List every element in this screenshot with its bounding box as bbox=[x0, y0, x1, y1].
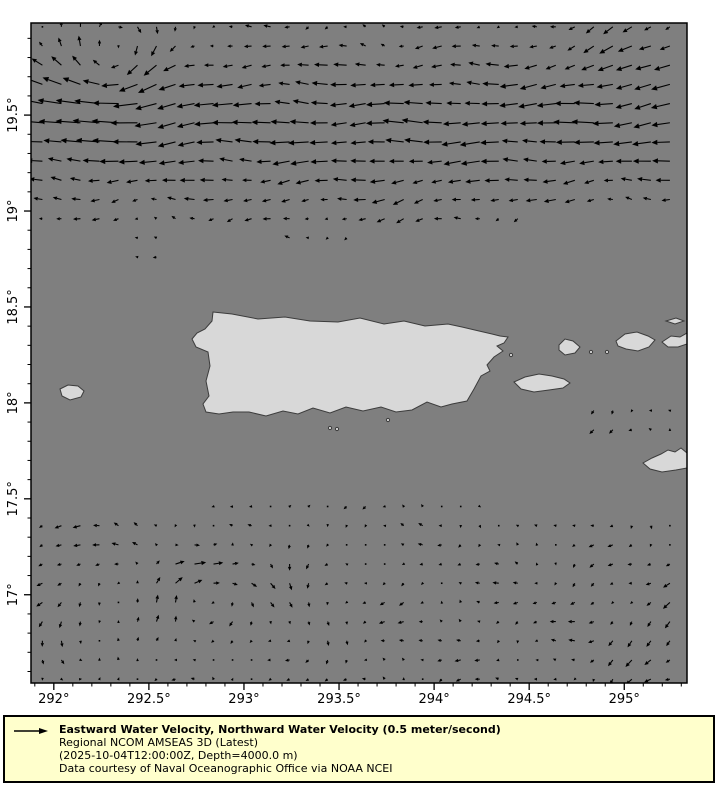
map-content bbox=[31, 23, 687, 683]
y-tick-label: 18.5° bbox=[6, 289, 21, 324]
legend-courtesy: Data courtesy of Naval Oceanographic Off… bbox=[59, 762, 393, 775]
islet bbox=[327, 425, 333, 431]
x-tick-label: 295° bbox=[609, 692, 640, 707]
islet bbox=[385, 417, 391, 423]
island-puerto-rico bbox=[191, 311, 509, 417]
y-tick-label: 17° bbox=[6, 583, 21, 606]
island-tortola bbox=[661, 332, 687, 348]
island-culebra bbox=[558, 338, 581, 356]
island-st-thomas bbox=[615, 331, 656, 352]
x-tick-label: 293.5° bbox=[317, 692, 361, 707]
islet bbox=[588, 349, 594, 355]
y-tick-label: 18° bbox=[6, 391, 21, 414]
y-tick-label: 19.5° bbox=[6, 97, 21, 132]
legend: Eastward Water Velocity, Northward Water… bbox=[3, 715, 715, 783]
islet bbox=[334, 426, 340, 432]
island-vieques bbox=[513, 373, 571, 393]
islet bbox=[604, 349, 610, 355]
y-tick-label: 19° bbox=[6, 199, 21, 222]
island-mona bbox=[59, 384, 85, 401]
legend-text: Eastward Water Velocity, Northward Water… bbox=[59, 723, 501, 775]
legend-time-depth: (2025-10-04T12:00:00Z, Depth=4000.0 m) bbox=[59, 749, 298, 762]
plot-frame bbox=[30, 22, 688, 684]
landmasses bbox=[59, 311, 687, 473]
vector-field bbox=[31, 23, 672, 683]
x-tick-label: 292° bbox=[38, 692, 69, 707]
x-tick-label: 292.5° bbox=[127, 692, 171, 707]
x-tick-label: 293° bbox=[228, 692, 259, 707]
reference-vector-icon bbox=[14, 728, 48, 734]
legend-title: Eastward Water Velocity, Northward Water… bbox=[59, 723, 501, 736]
axis-ticks bbox=[24, 37, 682, 690]
x-tick-label: 294° bbox=[418, 692, 449, 707]
islet bbox=[508, 352, 514, 358]
y-tick-label: 17.5° bbox=[6, 481, 21, 516]
island-st-croix bbox=[642, 447, 687, 473]
island-virgin-islet bbox=[664, 317, 686, 325]
legend-dataset: Regional NCOM AMSEAS 3D (Latest) bbox=[59, 736, 258, 749]
x-tick-label: 294.5° bbox=[507, 692, 551, 707]
